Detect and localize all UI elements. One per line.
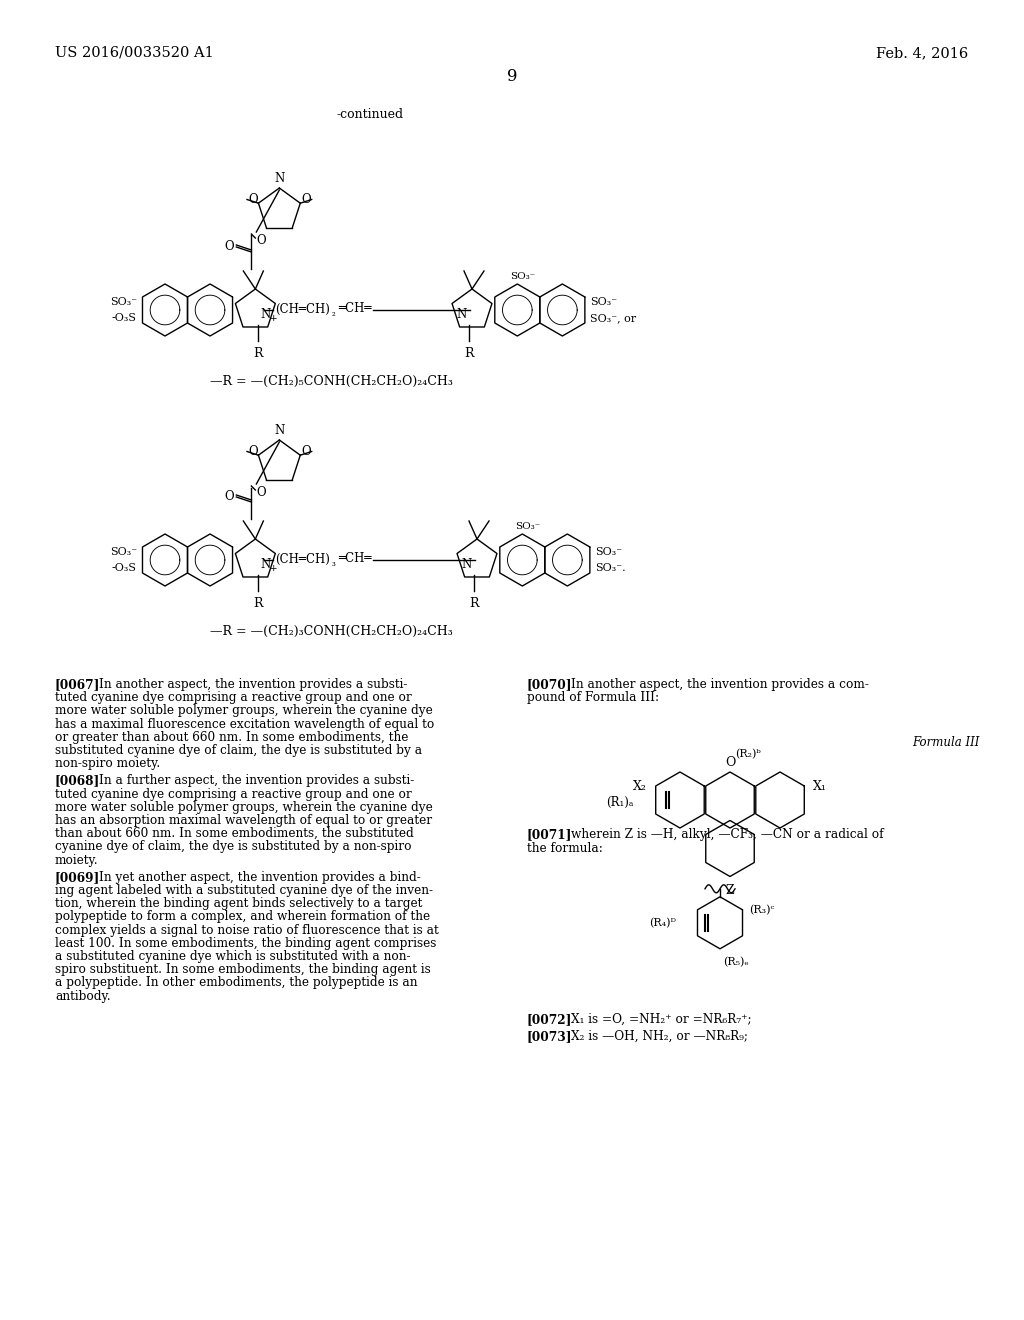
Text: —R = —(CH₂)₃CONH(CH₂CH₂O)₂₄CH₃: —R = —(CH₂)₃CONH(CH₂CH₂O)₂₄CH₃ xyxy=(210,624,453,638)
Text: [0072]: [0072] xyxy=(527,1012,572,1026)
Text: tion, wherein the binding agent binds selectively to a target: tion, wherein the binding agent binds se… xyxy=(55,898,422,911)
Text: SO₃⁻.: SO₃⁻. xyxy=(595,564,626,573)
Text: ₃: ₃ xyxy=(331,560,335,569)
Text: tuted cyanine dye comprising a reactive group and one or: tuted cyanine dye comprising a reactive … xyxy=(55,788,412,801)
Text: O: O xyxy=(301,445,310,458)
Text: has an absorption maximal wavelength of equal to or greater: has an absorption maximal wavelength of … xyxy=(55,814,432,828)
Text: SO₃⁻: SO₃⁻ xyxy=(515,521,540,531)
Text: O: O xyxy=(301,193,310,206)
Text: [0073]: [0073] xyxy=(527,1030,572,1043)
Text: O: O xyxy=(224,490,234,503)
Text: N: N xyxy=(274,172,285,185)
Text: least 100. In some embodiments, the binding agent comprises: least 100. In some embodiments, the bind… xyxy=(55,937,436,950)
Text: complex yields a signal to noise ratio of fluorescence that is at: complex yields a signal to noise ratio o… xyxy=(55,924,438,937)
Text: Formula III: Formula III xyxy=(912,737,980,750)
Text: 9: 9 xyxy=(507,69,517,84)
Text: (R₅)ₑ: (R₅)ₑ xyxy=(723,957,749,968)
Text: [0067]: [0067] xyxy=(55,678,100,690)
Text: N: N xyxy=(260,308,270,321)
Text: ing agent labeled with a substituted cyanine dye of the inven-: ing agent labeled with a substituted cya… xyxy=(55,884,433,898)
Text: than about 660 nm. In some embodiments, the substituted: than about 660 nm. In some embodiments, … xyxy=(55,828,414,841)
Text: N: N xyxy=(260,557,270,570)
Text: a substituted cyanine dye which is substituted with a non-: a substituted cyanine dye which is subst… xyxy=(55,950,411,964)
Text: (R₁)ₐ: (R₁)ₐ xyxy=(606,796,634,809)
Text: In a further aspect, the invention provides a substi-: In a further aspect, the invention provi… xyxy=(99,775,415,788)
Text: non-spiro moiety.: non-spiro moiety. xyxy=(55,758,160,770)
Text: US 2016/0033520 A1: US 2016/0033520 A1 xyxy=(55,46,214,59)
Text: has a maximal fluorescence excitation wavelength of equal to: has a maximal fluorescence excitation wa… xyxy=(55,718,434,730)
Text: X₂: X₂ xyxy=(633,780,647,792)
Text: (CH═CH): (CH═CH) xyxy=(275,553,330,565)
Text: spiro substituent. In some embodiments, the binding agent is: spiro substituent. In some embodiments, … xyxy=(55,964,431,977)
Text: [0070]: [0070] xyxy=(527,678,572,690)
Text: O: O xyxy=(224,239,234,252)
Text: the formula:: the formula: xyxy=(527,842,603,854)
Text: In another aspect, the invention provides a com-: In another aspect, the invention provide… xyxy=(571,678,869,690)
Text: X₁: X₁ xyxy=(813,780,827,792)
Text: Feb. 4, 2016: Feb. 4, 2016 xyxy=(876,46,968,59)
Text: SO₃⁻: SO₃⁻ xyxy=(591,297,617,308)
Text: moiety.: moiety. xyxy=(55,854,98,867)
Text: SO₃⁻: SO₃⁻ xyxy=(595,546,623,557)
Text: -O₃S: -O₃S xyxy=(112,313,137,323)
Text: [0068]: [0068] xyxy=(55,775,100,788)
Text: N: N xyxy=(457,308,467,321)
Text: (R₃)ᶜ: (R₃)ᶜ xyxy=(749,904,774,915)
Text: SO₃⁻: SO₃⁻ xyxy=(110,297,137,308)
Text: substituted cyanine dye of claim, the dye is substituted by a: substituted cyanine dye of claim, the dy… xyxy=(55,744,422,756)
Text: In another aspect, the invention provides a substi-: In another aspect, the invention provide… xyxy=(99,678,408,690)
Text: polypeptide to form a complex, and wherein formation of the: polypeptide to form a complex, and where… xyxy=(55,911,430,924)
Text: X₂ is —OH, NH₂, or —NR₈R₉;: X₂ is —OH, NH₂, or —NR₈R₉; xyxy=(571,1030,748,1043)
Text: N: N xyxy=(274,424,285,437)
Text: SO₃⁻: SO₃⁻ xyxy=(110,546,137,557)
Text: In yet another aspect, the invention provides a bind-: In yet another aspect, the invention pro… xyxy=(99,871,421,884)
Text: or greater than about 660 nm. In some embodiments, the: or greater than about 660 nm. In some em… xyxy=(55,731,409,743)
Text: ₂: ₂ xyxy=(331,309,335,318)
Text: SO₃⁻: SO₃⁻ xyxy=(510,272,535,281)
Text: O: O xyxy=(256,234,266,247)
Text: R: R xyxy=(469,597,479,610)
Text: Z: Z xyxy=(726,884,734,898)
Text: -continued: -continued xyxy=(337,108,403,121)
Text: more water soluble polymer groups, wherein the cyanine dye: more water soluble polymer groups, where… xyxy=(55,801,433,814)
Text: [0071]: [0071] xyxy=(527,829,572,841)
Text: wherein Z is —H, alkyl, —CF₃, —CN or a radical of: wherein Z is —H, alkyl, —CF₃, —CN or a r… xyxy=(571,829,884,841)
Text: O: O xyxy=(248,445,258,458)
Text: -O₃S: -O₃S xyxy=(112,564,137,573)
Text: (CH═CH): (CH═CH) xyxy=(275,302,330,315)
Text: antibody.: antibody. xyxy=(55,990,111,1003)
Text: ═CH═: ═CH═ xyxy=(338,553,372,565)
Text: cyanine dye of claim, the dye is substituted by a non-spiro: cyanine dye of claim, the dye is substit… xyxy=(55,841,412,854)
Text: O: O xyxy=(725,756,735,770)
Text: (R₄)ᴰ: (R₄)ᴰ xyxy=(649,917,676,928)
Text: ═CH═: ═CH═ xyxy=(338,302,372,315)
Text: X₁ is =O, =NH₂⁺ or =NR₆R₇⁺;: X₁ is =O, =NH₂⁺ or =NR₆R₇⁺; xyxy=(571,1012,752,1026)
Text: more water soluble polymer groups, wherein the cyanine dye: more water soluble polymer groups, where… xyxy=(55,705,433,717)
Text: a polypeptide. In other embodiments, the polypeptide is an: a polypeptide. In other embodiments, the… xyxy=(55,977,418,990)
Text: O: O xyxy=(248,193,258,206)
Text: (R₂)ᵇ: (R₂)ᵇ xyxy=(735,748,761,759)
Text: pound of Formula III:: pound of Formula III: xyxy=(527,692,659,704)
Text: tuted cyanine dye comprising a reactive group and one or: tuted cyanine dye comprising a reactive … xyxy=(55,692,412,704)
Text: —R = —(CH₂)₅CONH(CH₂CH₂O)₂₄CH₃: —R = —(CH₂)₅CONH(CH₂CH₂O)₂₄CH₃ xyxy=(210,375,453,388)
Text: R: R xyxy=(254,347,263,360)
Text: [0069]: [0069] xyxy=(55,871,100,884)
Text: +: + xyxy=(269,564,276,573)
Text: R: R xyxy=(254,597,263,610)
Text: SO₃⁻, or: SO₃⁻, or xyxy=(591,313,637,323)
Text: +: + xyxy=(269,314,276,323)
Text: R: R xyxy=(464,347,474,360)
Text: N: N xyxy=(462,557,472,570)
Text: O: O xyxy=(256,486,266,499)
